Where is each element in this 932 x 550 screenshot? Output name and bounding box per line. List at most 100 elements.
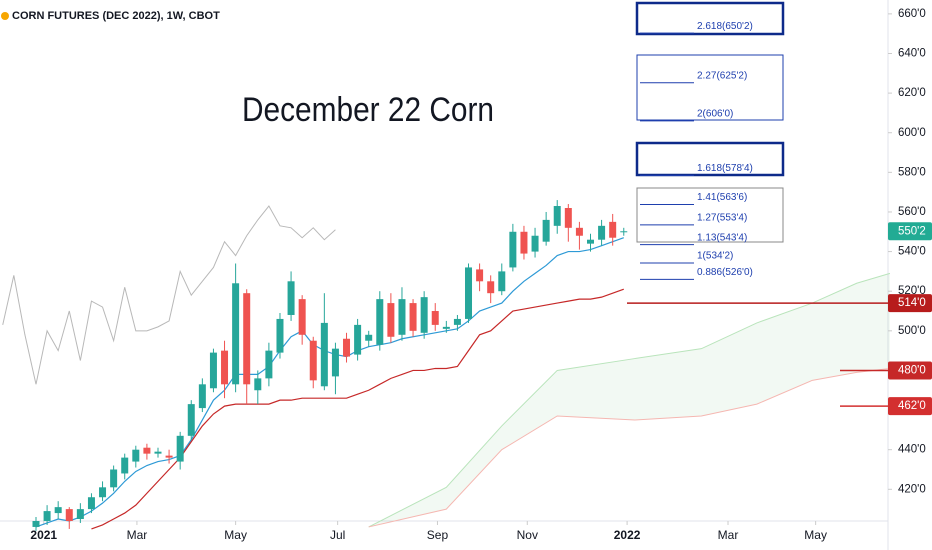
x-tick-label: 2021	[30, 528, 57, 542]
price-tag-label: 480'0	[898, 364, 926, 376]
price-tag	[888, 222, 932, 241]
fib-label: 1(534'2)	[697, 251, 733, 262]
indicator-line	[35, 237, 624, 528]
price-tag-label: 462'0	[898, 400, 926, 412]
x-tick-label: May	[804, 528, 827, 542]
candle-body	[232, 283, 240, 385]
fib-box	[636, 54, 784, 121]
price-tag	[888, 294, 932, 313]
price-tag	[888, 397, 932, 416]
candle-body	[309, 340, 317, 381]
y-tick-label: 640'0	[898, 48, 926, 60]
candle-body	[531, 235, 539, 252]
fib-box	[635, 141, 785, 177]
candle-body	[143, 447, 151, 454]
x-tick-label: 2022	[614, 528, 641, 542]
candle-body	[121, 457, 129, 474]
cloud-edge	[368, 367, 890, 528]
candle-body	[154, 451, 162, 454]
fib-label: 2.618(650'2)	[697, 21, 753, 32]
candle-body	[598, 225, 606, 240]
fib-label: 1.41(563'6)	[697, 192, 747, 203]
candle-body	[442, 326, 450, 329]
x-tick-label: Jul	[330, 528, 345, 542]
candle-body	[320, 322, 328, 387]
candle-body	[265, 350, 273, 379]
y-tick-label: 660'0	[898, 8, 926, 20]
symbol-icon	[1, 12, 9, 20]
y-tick-label: 420'0	[898, 483, 926, 495]
candle-body	[487, 281, 495, 294]
y-tick-label: 620'0	[898, 87, 926, 99]
candle-body	[376, 299, 384, 345]
candle-body	[254, 378, 262, 391]
lagging-line	[2, 205, 336, 385]
candle-body	[476, 269, 484, 282]
y-tick-label: 600'0	[898, 127, 926, 139]
x-tick-label: Nov	[517, 528, 538, 542]
candle-body	[110, 469, 118, 488]
candle-body	[575, 227, 583, 236]
candle-body	[43, 511, 51, 521]
candle-body	[209, 352, 217, 389]
cloud-area	[368, 273, 890, 527]
candle-body	[54, 507, 62, 514]
annotation: December 22 Corn	[242, 91, 494, 129]
candle-body	[176, 435, 184, 462]
candle-body	[99, 487, 107, 498]
candle-body	[276, 318, 284, 353]
price-tag	[888, 361, 932, 380]
fib-label: 2.27(625'2)	[697, 70, 747, 81]
candle-body	[498, 271, 506, 292]
candle-body	[409, 303, 417, 331]
candle-body	[132, 449, 140, 462]
candle-body	[87, 497, 95, 510]
y-tick-label: 540'0	[898, 246, 926, 258]
x-tick-label: Sep	[427, 528, 449, 542]
candle-body	[398, 299, 406, 335]
y-tick-label: 580'0	[898, 166, 926, 178]
candle-body	[343, 338, 351, 357]
candle-body	[76, 509, 84, 520]
candle-body	[587, 239, 594, 244]
candle-body	[387, 303, 395, 337]
candle-body	[564, 208, 572, 228]
candle-body	[165, 455, 173, 458]
x-tick-label: May	[224, 528, 247, 542]
cloud-edge	[368, 272, 891, 528]
candle-body	[198, 384, 206, 409]
candle-body	[287, 281, 295, 315]
fib-label: 2(606'0)	[697, 108, 733, 119]
candle-body	[65, 509, 73, 521]
fib-box	[636, 187, 784, 243]
x-tick-label: Mar	[127, 528, 148, 542]
candle-body	[431, 311, 439, 325]
candle-body	[542, 219, 550, 242]
candle-body	[331, 348, 339, 377]
y-tick-label: 560'0	[898, 206, 926, 218]
candle-body	[453, 318, 461, 325]
candle-body	[420, 297, 428, 333]
candle-body	[365, 334, 373, 341]
price-tag-label: 550'2	[898, 225, 926, 237]
candle-body	[609, 221, 617, 238]
fib-label: 1.13(543'4)	[697, 232, 747, 243]
candle-body	[32, 521, 40, 527]
candle-body	[465, 267, 473, 319]
candle-body	[298, 299, 306, 335]
fib-box	[635, 1, 785, 36]
x-tick-label: Mar	[718, 528, 739, 542]
candle-body	[243, 293, 251, 385]
candle-body	[509, 231, 517, 268]
price-tag-label: 514'0	[898, 297, 926, 309]
y-tick-label: 500'0	[898, 325, 926, 337]
fib-label: 1.618(578'4)	[697, 163, 753, 174]
candle-body	[620, 231, 628, 233]
candle-body	[354, 324, 362, 355]
candle-body	[221, 350, 229, 385]
candle-body	[187, 404, 195, 436]
fib-label: 1.27(553'4)	[697, 212, 747, 223]
candle-body	[553, 206, 561, 226]
candle-body	[520, 231, 528, 254]
